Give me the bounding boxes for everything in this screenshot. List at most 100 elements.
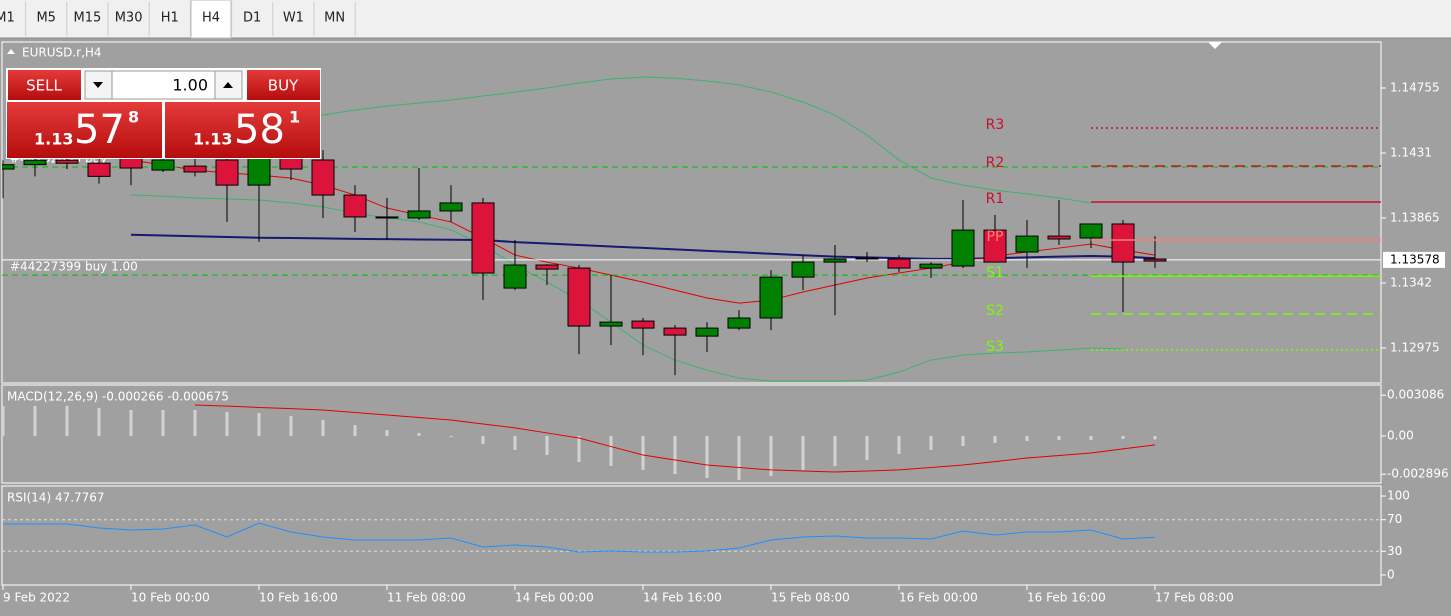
macd-bar (577, 435, 581, 462)
macd-bar (97, 407, 101, 436)
candle-body (375, 216, 399, 219)
candle-body (503, 264, 527, 289)
pivot-label: S3 (986, 339, 1004, 355)
time-label: 10 Feb 00:00 (131, 591, 210, 605)
macd-bar (481, 435, 485, 445)
timeframe-tab[interactable]: H4 (202, 11, 220, 26)
macd-bar (833, 435, 837, 466)
rsi-label: RSI(14) 47.7767 (7, 491, 105, 505)
macd-bar (417, 432, 421, 436)
macd-bar (353, 425, 357, 436)
macd-bar (641, 435, 645, 470)
macd-bar (929, 435, 933, 450)
buy-label[interactable]: BUY (268, 77, 299, 95)
lots-value[interactable]: 1.00 (172, 76, 208, 95)
sell-button[interactable] (8, 70, 81, 100)
time-label: 16 Feb 16:00 (1027, 591, 1106, 605)
candle-body (599, 321, 623, 327)
timeframe-tab[interactable]: W1 (283, 11, 304, 26)
timeframe-tab[interactable]: H1 (161, 11, 179, 26)
candle-body (183, 165, 207, 173)
candle-body (439, 202, 463, 212)
candle-body (343, 194, 367, 218)
timeframe-tab[interactable]: M5 (36, 11, 56, 26)
candle-body (887, 258, 911, 269)
macd-bar (1121, 435, 1125, 440)
main-panel (1, 41, 1382, 384)
candle-body (631, 320, 655, 329)
macd-bar (1089, 435, 1093, 440)
candle-body (1047, 235, 1071, 240)
pivot-label: R1 (986, 191, 1005, 207)
timeframe-tab[interactable]: M1 (0, 11, 15, 26)
y-tick-label: 1.13865 (1390, 210, 1440, 224)
bid-box[interactable] (7, 102, 162, 158)
macd-bar (865, 435, 869, 461)
candle-body (567, 267, 591, 327)
lots-up[interactable] (214, 70, 243, 100)
macd-bar (449, 435, 453, 438)
lots-dropdown[interactable] (84, 70, 113, 100)
time-label: 17 Feb 08:00 (1155, 591, 1234, 605)
macd-bar (769, 435, 773, 476)
macd-bar (193, 409, 197, 436)
candle-body (407, 210, 431, 219)
candle-body (1111, 223, 1135, 263)
active-tab (190, 0, 232, 39)
time-label: 14 Feb 00:00 (515, 591, 594, 605)
buy-button[interactable] (247, 70, 320, 100)
candle-body (535, 264, 559, 270)
ask-big: 1.13 (193, 130, 232, 149)
macd-bar (321, 420, 325, 436)
candle-body (215, 159, 239, 186)
y-tick-label: 1.1342 (1390, 275, 1432, 289)
macd-bar (161, 409, 165, 436)
collapse-icon[interactable] (7, 49, 15, 54)
timeframe-tab[interactable]: M15 (74, 11, 102, 26)
macd-bar (609, 435, 613, 466)
candle-body (823, 258, 847, 263)
candle-body (151, 159, 175, 171)
time-label: 9 Feb 2022 (3, 591, 70, 605)
lots-input[interactable] (111, 70, 216, 100)
macd-bar (513, 435, 517, 450)
time-label: 16 Feb 00:00 (899, 591, 978, 605)
timeframe-tab[interactable]: D1 (243, 11, 261, 26)
up-arrow (223, 82, 233, 88)
time-label: 11 Feb 08:00 (387, 591, 466, 605)
candle-body (1143, 258, 1167, 262)
pivot-label: R3 (986, 117, 1005, 133)
macd-bar (65, 406, 69, 436)
current-price: 1.13578 (1390, 252, 1440, 266)
macd-bar (2, 406, 5, 436)
indicator-line (130, 194, 1124, 382)
pivot-label: PP (987, 229, 1004, 245)
candle-body (87, 162, 111, 177)
candle-body (759, 276, 783, 319)
candle-body (55, 159, 79, 164)
candle-body (119, 157, 143, 169)
candle-body (23, 159, 47, 166)
candle-body (1079, 223, 1103, 239)
ask-box[interactable] (165, 102, 320, 158)
macd-bar (897, 435, 901, 454)
candle-body (2, 164, 15, 170)
rsi-tick-label: 0 (1387, 567, 1395, 581)
sell-label[interactable]: SELL (26, 77, 62, 95)
macd-signal (194, 404, 1156, 473)
y-tick-label: 1.14755 (1390, 81, 1440, 95)
price-tag (1383, 251, 1445, 268)
one-click-trading: SELL 1.00 BUY 1.13 57 8 1.13 58 1 (6, 68, 321, 159)
macd-bar (1025, 435, 1029, 441)
order-label: #44227399 buy 1.00 (10, 260, 138, 274)
candle-body (855, 257, 879, 260)
timeframe-tab[interactable]: M30 (115, 11, 143, 26)
timeframe-tab[interactable]: MN (324, 11, 345, 26)
y-tick-label: 1.1431 (1390, 145, 1432, 159)
macd-tick-label: 0.003086 (1387, 388, 1444, 402)
candle-body (951, 229, 975, 267)
macd-bar (737, 435, 741, 480)
rsi-tick-label: 30 (1387, 544, 1402, 558)
